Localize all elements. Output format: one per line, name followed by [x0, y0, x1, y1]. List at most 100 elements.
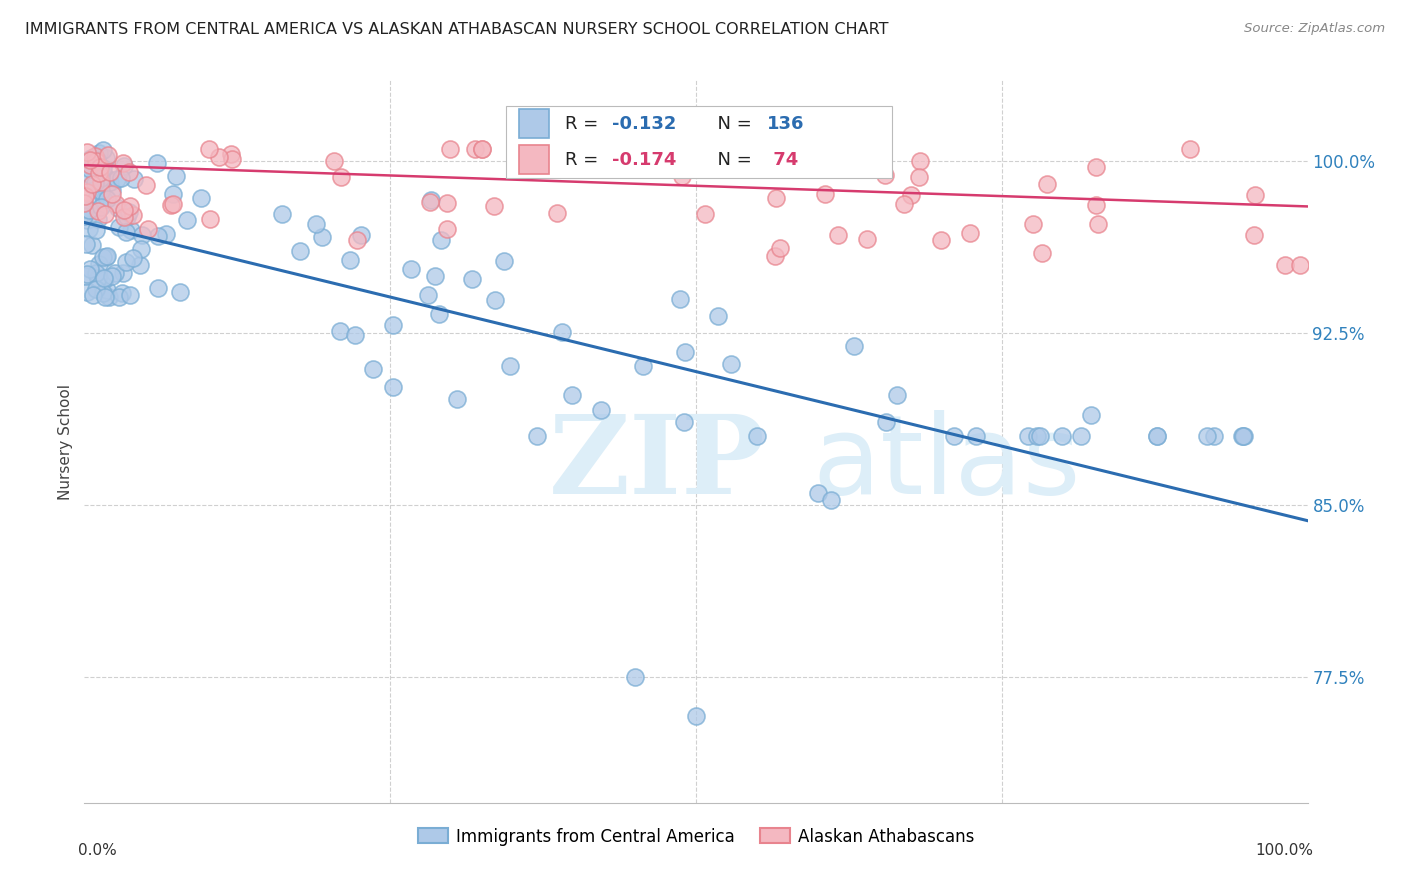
- Point: [672, 416, 695, 430]
- Point: [427, 307, 450, 321]
- Point: [135, 178, 157, 193]
- Point: [330, 169, 353, 184]
- Point: [1243, 228, 1265, 243]
- Point: [423, 268, 446, 283]
- Point: [499, 359, 522, 374]
- Point: [90, 170, 112, 185]
- Point: [83, 161, 105, 175]
- Point: [1022, 217, 1045, 231]
- Point: [77, 167, 100, 181]
- Point: [75, 237, 97, 252]
- Point: [91, 250, 114, 264]
- Point: [94, 207, 117, 221]
- Point: [112, 203, 135, 218]
- Point: [97, 148, 120, 162]
- Point: [162, 197, 184, 211]
- Point: [76, 185, 98, 199]
- Point: [208, 150, 231, 164]
- Point: [446, 392, 468, 407]
- Point: [105, 172, 128, 186]
- Point: [669, 292, 692, 306]
- Point: [900, 188, 922, 202]
- Point: [339, 252, 361, 267]
- Point: [96, 249, 118, 263]
- Point: [118, 287, 141, 301]
- Point: [551, 325, 574, 339]
- FancyBboxPatch shape: [506, 105, 891, 178]
- Point: [84, 149, 107, 163]
- Point: [79, 162, 101, 177]
- Point: [311, 230, 333, 244]
- Text: 100.0%: 100.0%: [1256, 843, 1313, 857]
- Point: [104, 266, 127, 280]
- Point: [93, 193, 115, 207]
- Legend: Immigrants from Central America, Alaskan Athabascans: Immigrants from Central America, Alaskan…: [411, 821, 981, 852]
- Point: [856, 232, 879, 246]
- Point: [94, 151, 117, 165]
- Point: [122, 208, 145, 222]
- Point: [91, 286, 114, 301]
- Point: [93, 290, 115, 304]
- Point: [129, 258, 152, 272]
- Point: [631, 359, 654, 373]
- Point: [1028, 429, 1050, 443]
- Point: [107, 201, 129, 215]
- Point: [1035, 178, 1057, 192]
- Text: 74: 74: [766, 151, 799, 169]
- Point: [1202, 429, 1225, 443]
- Point: [382, 380, 405, 394]
- Point: [98, 175, 121, 189]
- Point: [118, 200, 141, 214]
- Point: [965, 429, 987, 443]
- Point: [87, 145, 110, 160]
- Point: [401, 261, 423, 276]
- Point: [673, 344, 696, 359]
- Point: [763, 249, 786, 263]
- Point: [361, 362, 384, 376]
- Point: [87, 166, 110, 180]
- Point: [1146, 429, 1168, 443]
- Point: [745, 429, 768, 443]
- Point: [112, 159, 135, 173]
- Point: [120, 222, 142, 236]
- Point: [763, 142, 786, 156]
- Point: [87, 203, 110, 218]
- Point: [1232, 429, 1254, 443]
- Point: [706, 309, 728, 323]
- Point: [77, 222, 100, 236]
- Point: [96, 192, 118, 206]
- Point: [842, 339, 865, 353]
- Point: [118, 205, 141, 219]
- Point: [959, 226, 981, 240]
- Point: [1232, 429, 1254, 443]
- Point: [190, 190, 212, 204]
- Point: [418, 288, 440, 302]
- Point: [1085, 198, 1108, 212]
- Point: [430, 232, 453, 246]
- Text: 136: 136: [766, 115, 804, 133]
- Point: [288, 244, 311, 259]
- Point: [270, 207, 292, 221]
- Point: [346, 233, 368, 247]
- Point: [97, 171, 120, 186]
- Text: N =: N =: [706, 151, 758, 169]
- Point: [108, 220, 131, 235]
- Point: [84, 151, 107, 165]
- Point: [685, 708, 707, 723]
- Text: atlas: atlas: [813, 409, 1081, 516]
- Point: [79, 261, 101, 276]
- Point: [1087, 217, 1109, 231]
- Point: [886, 388, 908, 402]
- Point: [464, 142, 486, 156]
- Point: [1230, 429, 1253, 443]
- Point: [814, 187, 837, 202]
- Point: [942, 429, 965, 443]
- Point: [419, 194, 441, 209]
- Point: [807, 486, 830, 500]
- Point: [176, 213, 198, 227]
- Y-axis label: Nursery School: Nursery School: [58, 384, 73, 500]
- Point: [93, 143, 115, 157]
- Point: [111, 285, 134, 300]
- Point: [94, 250, 117, 264]
- Point: [76, 267, 98, 281]
